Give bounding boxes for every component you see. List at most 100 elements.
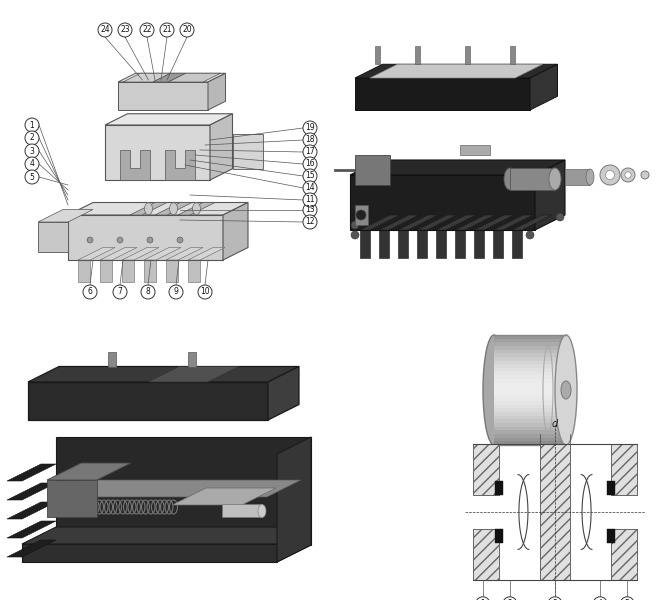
Bar [494,404,566,409]
Bar [494,364,566,368]
Bar [494,383,566,386]
Polygon shape [7,483,56,500]
Polygon shape [47,480,97,517]
Text: 1: 1 [480,599,485,600]
Circle shape [620,597,634,600]
Polygon shape [68,215,223,260]
Circle shape [600,165,620,185]
Bar [494,401,566,404]
Bar [541,444,570,580]
Polygon shape [168,73,220,82]
Text: 17: 17 [305,148,315,157]
Bar [494,350,566,353]
Circle shape [83,285,97,299]
Polygon shape [118,82,208,110]
Polygon shape [494,335,566,445]
Polygon shape [188,260,200,282]
Polygon shape [105,125,210,180]
Polygon shape [350,175,535,230]
Polygon shape [223,202,248,260]
Bar [494,371,566,376]
Circle shape [25,144,39,158]
Polygon shape [28,367,299,382]
Polygon shape [268,367,299,420]
Bar [494,416,566,419]
Polygon shape [415,46,420,64]
Text: 1: 1 [30,121,34,130]
Bar [494,343,566,346]
Polygon shape [47,463,131,480]
Polygon shape [7,464,56,481]
Polygon shape [530,64,558,110]
Bar [494,338,566,343]
Polygon shape [38,209,93,222]
Text: 4: 4 [598,599,603,600]
Polygon shape [52,480,301,497]
Text: 18: 18 [305,136,315,145]
Polygon shape [144,247,181,260]
Circle shape [141,285,155,299]
Polygon shape [120,150,150,180]
Bar [494,346,566,350]
Text: 3: 3 [552,599,558,600]
Polygon shape [188,247,225,260]
Text: 23: 23 [120,25,130,34]
Text: 11: 11 [305,196,315,205]
Circle shape [605,170,614,179]
Ellipse shape [586,169,594,185]
Polygon shape [417,230,427,258]
Polygon shape [535,160,565,230]
Polygon shape [122,260,134,282]
Text: d: d [552,419,558,429]
Ellipse shape [561,381,571,399]
Bar [494,412,566,416]
Bar [494,397,566,401]
Text: 10: 10 [200,287,210,296]
Ellipse shape [258,505,266,517]
Polygon shape [436,215,476,230]
Text: 19: 19 [305,124,315,133]
Polygon shape [100,260,112,282]
Polygon shape [122,247,159,260]
Circle shape [118,23,132,37]
Circle shape [526,231,534,239]
Bar [473,529,499,580]
Polygon shape [355,155,390,185]
Polygon shape [7,540,56,557]
Text: 5: 5 [625,599,630,600]
Polygon shape [28,382,268,420]
Polygon shape [350,160,565,175]
Bar [494,368,566,371]
Polygon shape [455,215,495,230]
Bar [494,437,566,442]
Circle shape [87,237,93,243]
Polygon shape [355,205,368,225]
Polygon shape [38,222,68,252]
Polygon shape [398,215,438,230]
Text: 8: 8 [146,287,150,296]
Bar [495,481,503,495]
Circle shape [25,131,39,145]
Circle shape [180,23,194,37]
Bar [610,529,637,580]
Circle shape [303,121,317,135]
Circle shape [25,118,39,132]
Bar [494,409,566,412]
Text: 2: 2 [508,599,512,600]
Circle shape [303,193,317,207]
Polygon shape [172,488,276,505]
Bar [494,419,566,423]
Polygon shape [208,73,226,110]
Polygon shape [379,215,419,230]
Bar [494,357,566,361]
Polygon shape [56,437,311,545]
Polygon shape [455,230,465,258]
Circle shape [303,215,317,229]
Polygon shape [355,78,530,110]
Circle shape [351,221,359,229]
Polygon shape [355,64,558,78]
Bar [495,529,503,542]
Ellipse shape [555,335,577,445]
Text: 22: 22 [143,25,152,34]
Circle shape [113,285,127,299]
